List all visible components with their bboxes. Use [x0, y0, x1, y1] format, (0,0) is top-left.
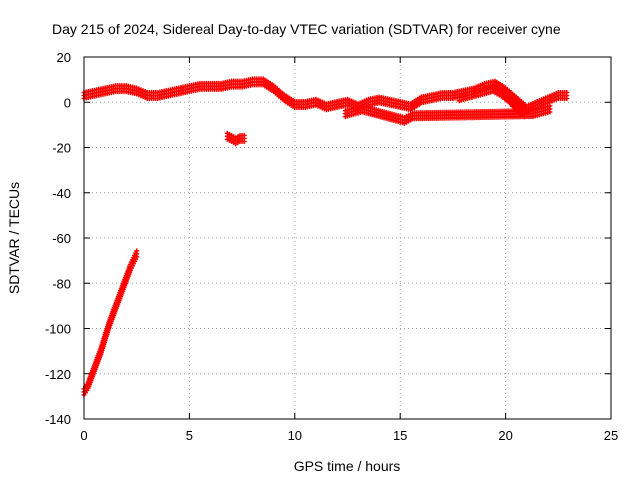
y-tick-label: 0: [64, 95, 71, 110]
series-descending-branch: [81, 248, 140, 398]
y-tick-label: -140: [45, 412, 71, 427]
y-tick-label: -120: [45, 367, 71, 382]
x-tick-label: 25: [604, 428, 618, 443]
plot-frame: [83, 56, 612, 420]
y-axis-title: SDTVAR / TECUs: [6, 182, 22, 294]
data-point: [134, 248, 140, 254]
y-tick-label: -100: [45, 322, 71, 337]
y-tick-label: -60: [52, 231, 71, 246]
data-point: [564, 89, 570, 95]
x-tick-label: 10: [288, 428, 302, 443]
data-point: [547, 109, 553, 115]
y-tick-label: -80: [52, 276, 71, 291]
x-tick-label: 20: [498, 428, 512, 443]
data-point: [564, 95, 570, 101]
data-point: [241, 138, 247, 144]
series-main-band: [81, 76, 570, 115]
series-low-dips: [342, 103, 553, 126]
x-tick-label: 5: [186, 428, 193, 443]
data-point: [547, 103, 553, 109]
chart-title: Day 215 of 2024, Sidereal Day-to-day VTE…: [52, 21, 561, 37]
data-point: [134, 254, 140, 260]
data-points: [81, 76, 570, 398]
y-tick-label: 20: [57, 50, 71, 65]
y-tick-label: -40: [52, 186, 71, 201]
x-axis-title: GPS time / hours: [294, 458, 401, 474]
y-tick-label: -20: [52, 141, 71, 156]
data-point: [241, 132, 247, 138]
series-isolated-segment: [224, 130, 247, 147]
x-tick-label: 0: [80, 428, 87, 443]
x-tick-label: 15: [393, 428, 407, 443]
